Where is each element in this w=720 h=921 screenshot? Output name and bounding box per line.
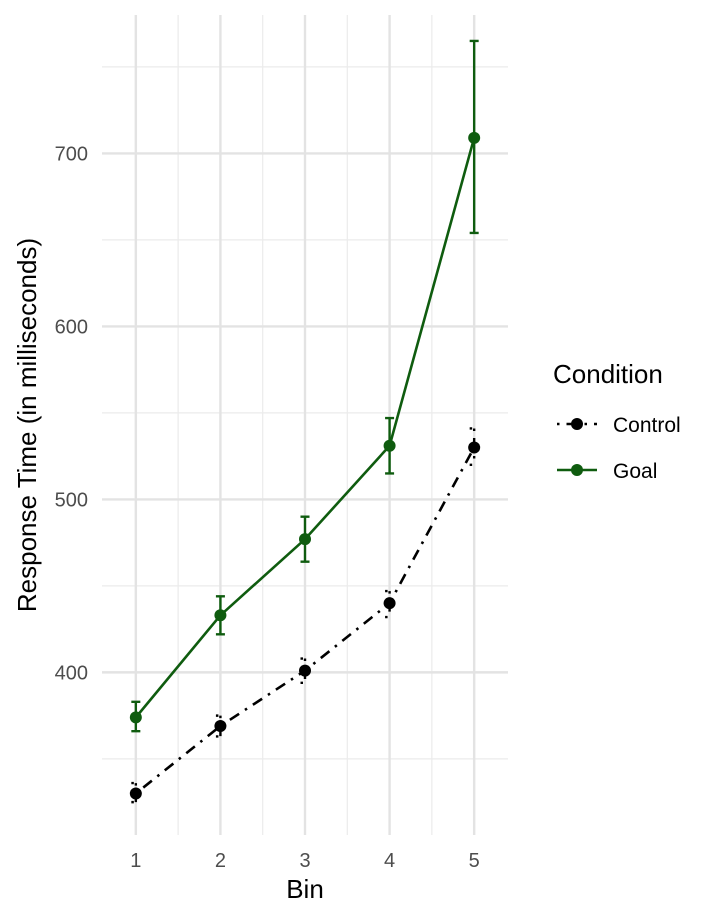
data-point [214, 609, 227, 622]
legend-item-control: Control [557, 414, 681, 437]
series-control [129, 427, 481, 804]
data-point [383, 597, 396, 610]
data-point [299, 533, 311, 546]
y-tick-labels: 400 500 600 700 [55, 143, 88, 684]
data-point [214, 720, 227, 733]
data-point [468, 131, 481, 144]
legend-items: Control Goal [557, 414, 681, 483]
data-point [299, 664, 311, 677]
x-tick-label: 3 [299, 850, 310, 872]
x-tick-label: 1 [130, 850, 141, 872]
legend-label: Control [613, 414, 681, 437]
y-tick-label: 400 [55, 662, 88, 684]
legend-title: Condition [553, 359, 663, 389]
legend-key-point [571, 418, 583, 430]
y-tick-label: 600 [55, 316, 88, 338]
legend: Condition Control Goal [553, 359, 681, 483]
y-axis-title: Response Time (in milliseconds) [12, 238, 42, 612]
y-tick-label: 500 [55, 489, 88, 511]
x-axis-title: Bin [286, 874, 324, 904]
legend-key-point [571, 464, 583, 476]
series-goal [129, 39, 481, 733]
legend-label: Goal [613, 460, 657, 483]
x-tick-label: 5 [469, 850, 480, 872]
series-layer [129, 39, 481, 804]
x-tick-label: 2 [215, 850, 226, 872]
legend-item-goal: Goal [557, 460, 657, 483]
x-tick-labels: 1 2 3 4 5 [130, 850, 479, 872]
x-tick-label: 4 [384, 850, 395, 872]
data-point [129, 711, 142, 724]
data-point [383, 439, 396, 452]
y-tick-label: 700 [55, 143, 88, 165]
data-point [129, 787, 142, 800]
data-point [468, 441, 481, 454]
